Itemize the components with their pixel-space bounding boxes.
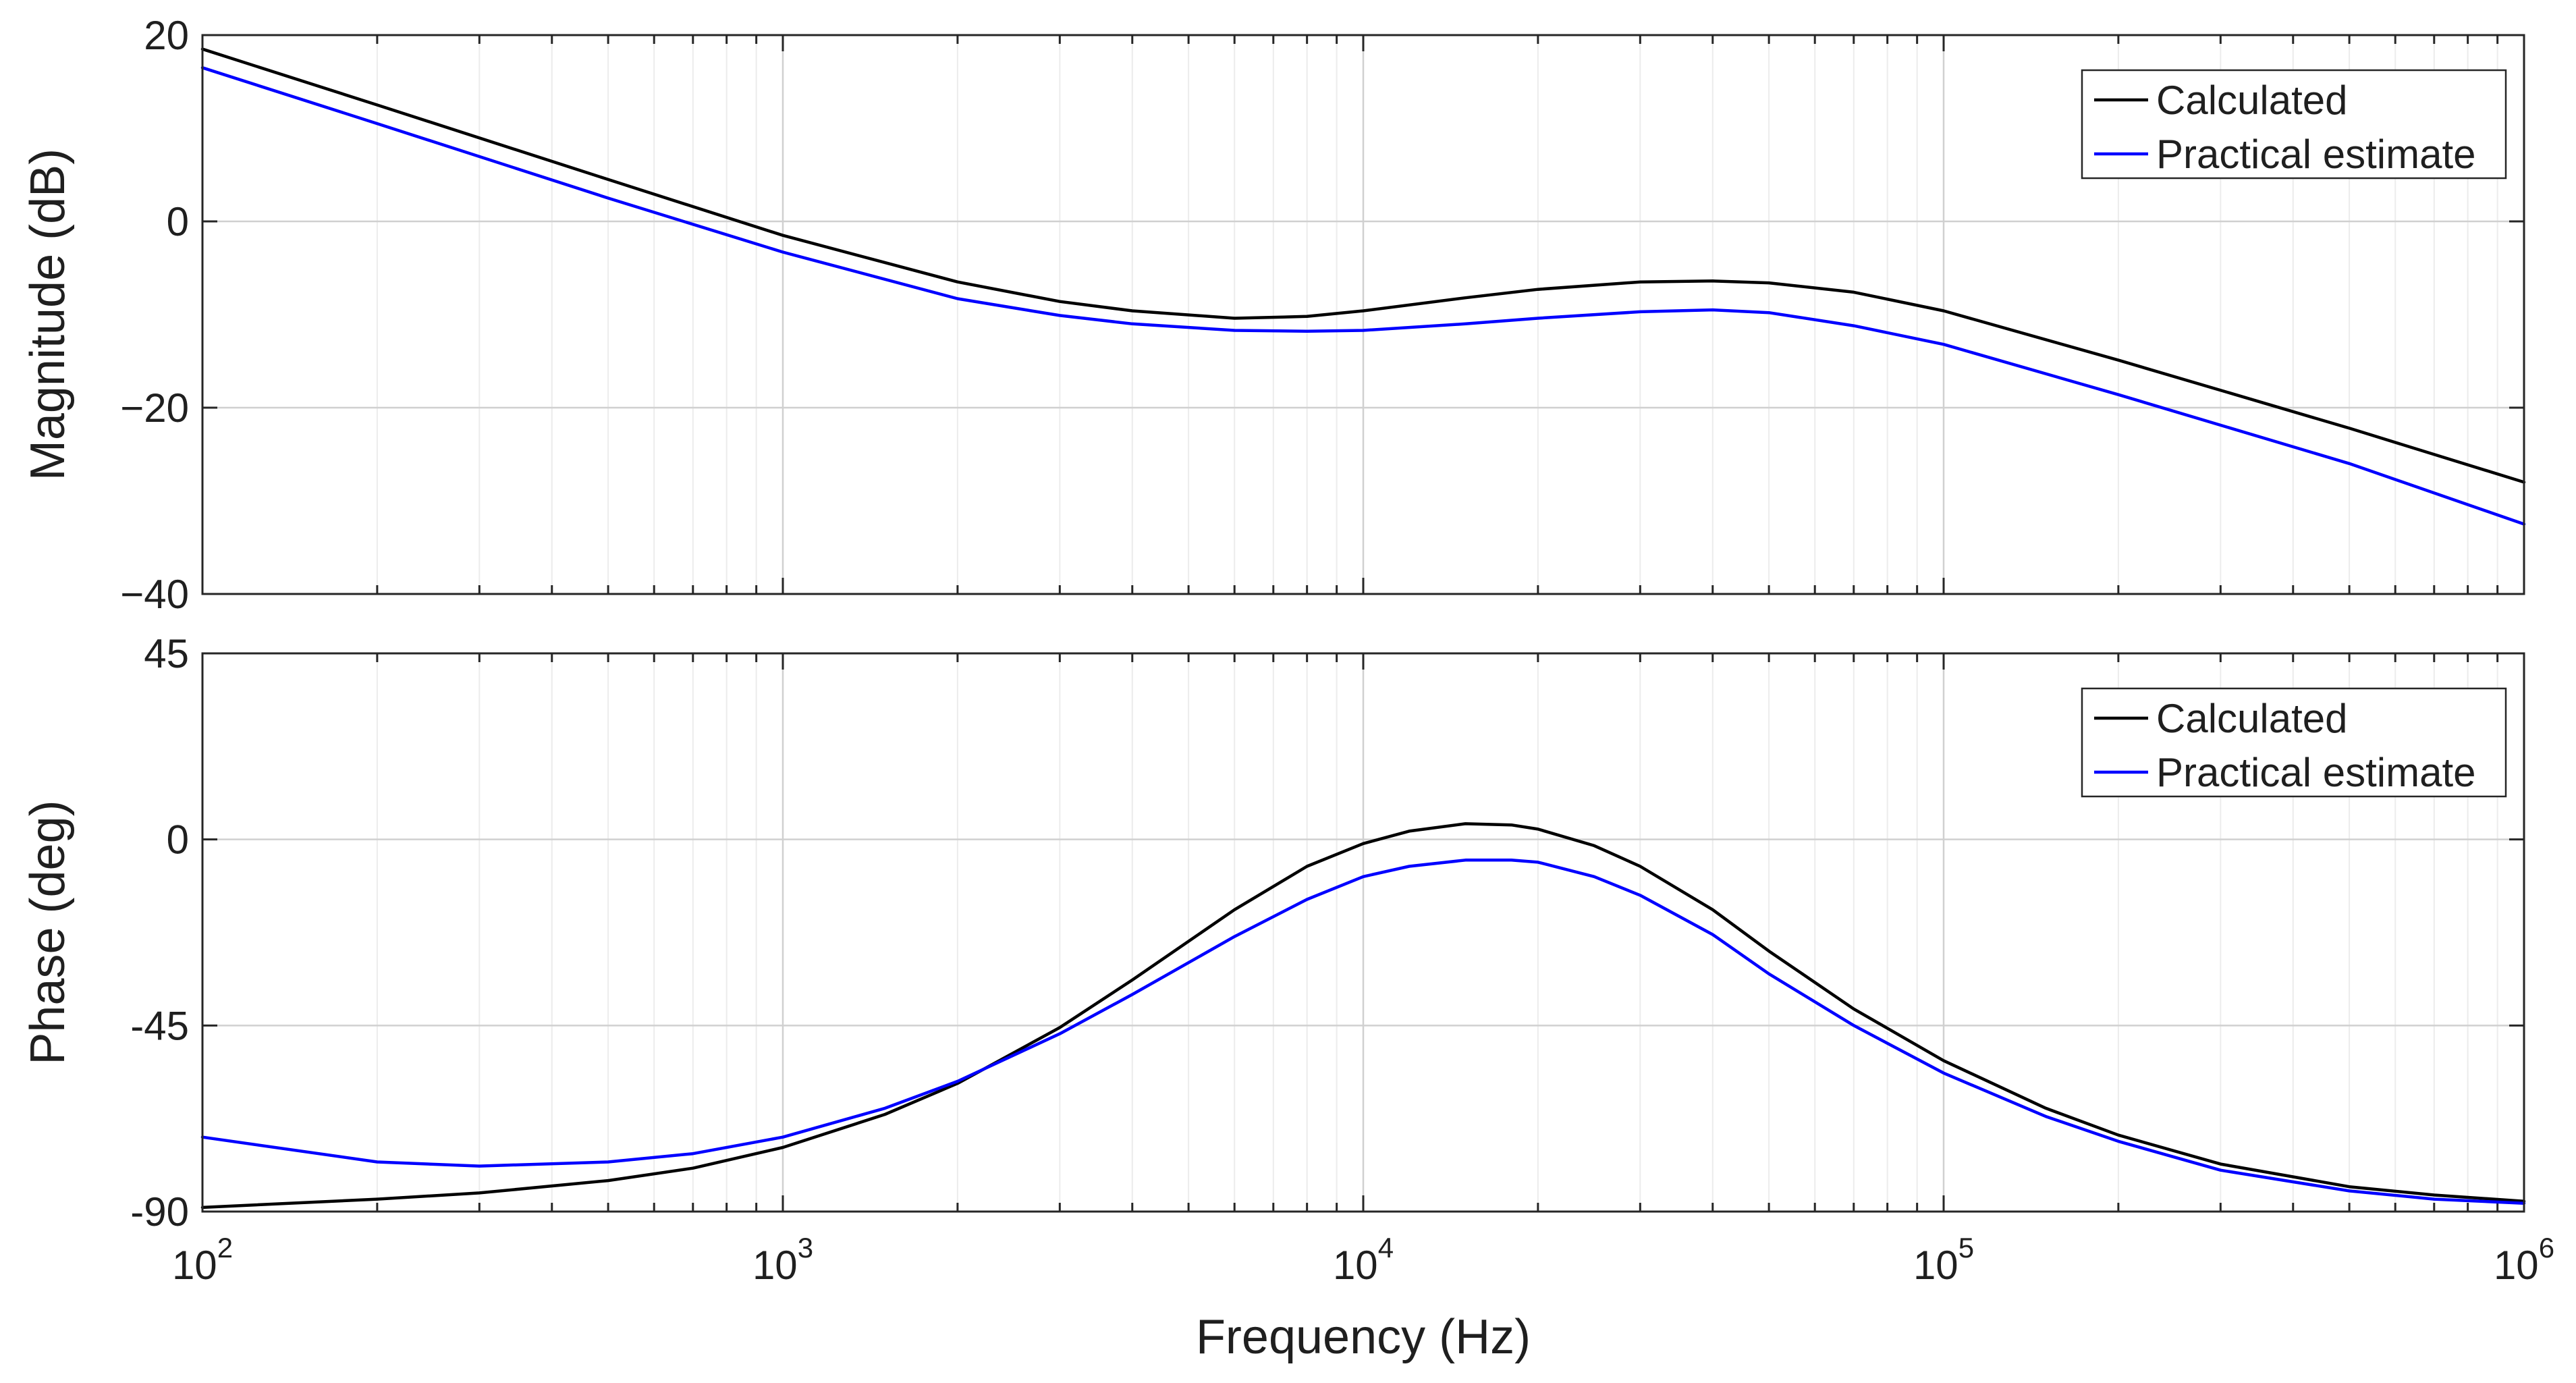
magnitude-y-axis-label: Magnitude (dB) [21, 148, 75, 481]
phase-legend-label: Calculated [2156, 696, 2348, 741]
magnitude-legend-label: Practical estimate [2156, 132, 2476, 177]
phase-legend [2081, 687, 2507, 798]
x-tick-label: 106 [2494, 1232, 2554, 1288]
phase-series-line-calculated [200, 822, 2526, 1210]
magnitude-axes-box [201, 34, 2525, 595]
magnitude-legend [2081, 69, 2507, 180]
phase-series-line-practical-estimate [200, 859, 2526, 1205]
phase-panel: 45 0 -45 -90 Phase (deg) Calculated Practical … [21, 631, 2554, 1364]
phase-y-tick-label: -45 [130, 1003, 189, 1048]
phase-legend-label: Practical estimate [2156, 750, 2476, 795]
magnitude-panel: 20 0 −20 −40 Magnitude (dB) Calculated Practic… [21, 13, 2526, 617]
magnitude-legend-label: Calculated [2156, 78, 2348, 123]
x-axis-label: Frequency (Hz) [1196, 1310, 1531, 1364]
phase-axes-box [201, 652, 2525, 1213]
magnitude-y-tick-label: 0 [167, 199, 189, 244]
phase-y-tick-label: -90 [130, 1189, 189, 1235]
magnitude-y-tick-label: −40 [120, 572, 189, 617]
phase-y-axis-label: Phase (deg) [21, 800, 75, 1064]
x-tick-label: 104 [1333, 1232, 1394, 1288]
magnitude-y-tick-label: −20 [120, 385, 189, 431]
magnitude-series-line-practical-estimate [200, 66, 2526, 526]
phase-y-tick-label: 0 [167, 817, 189, 863]
magnitude-series-line-calculated [200, 47, 2526, 484]
x-tick-label: 105 [1913, 1232, 1974, 1288]
x-tick-label: 103 [752, 1232, 813, 1288]
x-tick-label: 102 [172, 1232, 233, 1288]
magnitude-y-tick-label: 20 [144, 13, 189, 58]
phase-y-tick-label: 45 [144, 631, 189, 676]
